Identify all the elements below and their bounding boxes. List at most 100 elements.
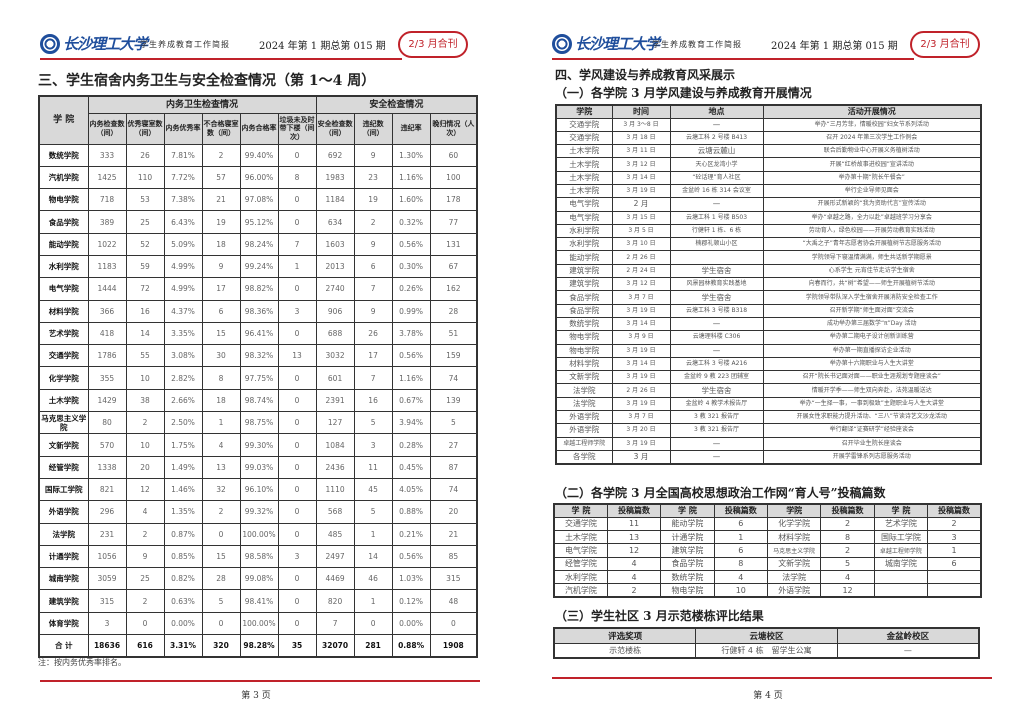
total-cell: 3.31% [163, 634, 203, 658]
table-cell: 国际工学院 [873, 529, 929, 545]
header-divider [552, 58, 914, 60]
table-cell: 金盆岭 4 教学术报告厅 [669, 396, 764, 412]
school-name-cell: 文新学院 [38, 433, 89, 457]
table-row: 土木学院 3 月 11 日云塘云麓山 联合后勤物业中心开展义务植树活动 [555, 144, 982, 159]
subsection-title-submissions: （二）各学院 3 月全国高校思想政治工作网“育人号”投稿篇数 [555, 486, 886, 500]
table-cell: 土木学院 [555, 170, 613, 185]
table-cell: 开展形式新颖的“我为资助代言”宣传活动 [762, 197, 982, 212]
table-cell: 1 [927, 543, 982, 558]
table-cell: 举办第二期电子设计创新训练营 [762, 330, 982, 345]
table-cell: 77 [429, 210, 478, 234]
table-row: 数统学院 3 月 14 日 — 成功举办第三届数学“π”Day 活动 [555, 316, 982, 332]
table-cell: 1.35% [163, 500, 203, 524]
issue-badge: 2/3 月合刊 [398, 31, 468, 58]
table-cell: 3 月 19 日 [611, 396, 671, 412]
table-cell: 1.03% [391, 567, 431, 591]
table-cell: 5.09% [163, 232, 203, 256]
table-cell: 汽机学院 [553, 583, 608, 598]
table-cell: 行健轩 4 栋 留学生公寓 [695, 642, 838, 659]
table-cell: 21 [201, 188, 241, 212]
group-header-safety: 安全检查情况 [315, 95, 478, 114]
table-row: 水利学院 3 月 10 日楠郡礼顿山小区 “大禹之子”青年志愿者协会开展植树节志愿服… [555, 237, 982, 252]
table-cell: 17 [353, 344, 393, 368]
footer-divider [40, 680, 480, 682]
table-cell: 10 [125, 433, 165, 457]
table-cell: 333 [87, 143, 127, 167]
table-cell: 3 月 9 日 [611, 330, 671, 345]
table-cell: 0.67% [391, 388, 431, 413]
table-cell: 2013 [315, 254, 355, 279]
table-cell: 0.28% [391, 433, 431, 457]
table-cell: 联合后勤物业中心开展义务植树活动 [762, 144, 982, 159]
table-cell: 4.99% [163, 277, 203, 301]
table-cell: 楠郡礼顿山小区 [669, 237, 764, 252]
table-cell: 6 [713, 516, 769, 531]
table-row: 交通学院 3 月 18 日云塘工科 2 号楼 B413 召开 2024 年第三次学生… [555, 130, 982, 146]
table-cell: 80 [87, 411, 127, 435]
school-name-cell: 国际工学院 [38, 477, 89, 502]
table-cell: 举行翻译“证赛研学”经验座谈会 [762, 423, 982, 438]
table-cell: 0 [277, 567, 317, 591]
logo-emblem-icon [40, 33, 60, 54]
table-cell: 外语学院 [555, 423, 613, 438]
table-cell: 1 [201, 411, 241, 435]
table-cell: 建筑学院 [660, 543, 715, 558]
table-cell: 110 [125, 165, 165, 190]
table-cell: 云塘工科 1 号楼 B503 [669, 210, 764, 225]
table-cell: 2 月 24 日 [611, 263, 671, 279]
table-cell: 12 [606, 543, 662, 558]
table-cell: 139 [429, 388, 478, 413]
table-cell: 卓越工程师学院 [873, 543, 929, 558]
table-cell: 举办“三月芳菲，情暖校园”妇女节系列活动 [762, 117, 982, 132]
table-row: 土木学院 1429 38 2.66% 18 98.74% 0 2391 16 0.67% 139 [38, 388, 478, 413]
table-cell: 经管学院 [553, 556, 608, 572]
school-name-cell: 水利学院 [38, 254, 89, 279]
table-cell: 3 月 10 日 [611, 237, 671, 252]
table-cell: 马克思主义学院 [766, 543, 822, 558]
column-header: 云塘校区 [695, 627, 838, 644]
table-cell: 3 月 5 日 [611, 223, 671, 239]
school-name-cell: 化学学院 [38, 366, 89, 390]
table-cell: 96.00% [239, 165, 279, 190]
table-cell: 0.99% [391, 299, 431, 323]
table-cell: 电气学院 [555, 210, 613, 225]
table-cell: 1.49% [163, 455, 203, 479]
table-cell: 100.00% [239, 611, 279, 636]
table-cell: — [669, 449, 764, 465]
table-cell [927, 570, 982, 585]
table-cell: 5 [353, 411, 393, 435]
table-cell: 0 [277, 321, 317, 346]
table-cell: 26 [353, 321, 393, 346]
table-cell: 1110 [315, 477, 355, 502]
table-cell: 0.26% [391, 277, 431, 301]
table-row: 物电学院 3 月 9 日云塘理科楼 C306 举办第二期电子设计创新训练营 [555, 330, 982, 345]
table-cell: 14 [125, 321, 165, 346]
table-cell: 485 [315, 522, 355, 546]
table-cell: 3 月 19 日 [611, 436, 671, 451]
table-cell: 99.24% [239, 254, 279, 279]
table-cell: 99.30% [239, 433, 279, 457]
page-header: 长沙理工大学 学生养成教育工作简报 2024 年第 1 期总第 015 期 2/… [552, 30, 992, 62]
bulletin-name: 学生养成教育工作简报 [140, 40, 230, 49]
table-cell: 云塘工科 2 号楼 B413 [669, 130, 764, 146]
table-cell: 3.35% [163, 321, 203, 346]
table-cell: 1.30% [391, 143, 431, 167]
total-cell: 320 [201, 634, 241, 658]
table-cell: 2 [606, 583, 662, 598]
total-cell: 281 [353, 634, 393, 658]
table-row: 经管学院 1338 20 1.49% 13 99.03% 0 2436 11 0.45% 87 [38, 455, 478, 479]
table-cell: 17 [201, 277, 241, 301]
table-row: 能动学院 2 月 26 日 学院领导下寝温情满满，师生共话新学期愿景 [555, 250, 982, 265]
table-row: 外语学院 296 4 1.35% 2 99.32% 0 568 5 0.88% 20 [38, 500, 478, 524]
table-cell: 举办第十六期职业与人生大讲堂 [762, 356, 982, 372]
table-cell: 食品学院 [555, 290, 613, 305]
table-cell: 13 [277, 344, 317, 368]
table-cell: 11 [353, 455, 393, 479]
table-row: 文新学院 570 10 1.75% 4 99.30% 0 1084 3 0.28% 27 [38, 433, 478, 457]
table-cell: 9 [125, 544, 165, 569]
table-cell: 化学学院 [766, 516, 822, 531]
column-header: 内务合格率 [239, 112, 279, 145]
table-cell: 2 [820, 543, 875, 558]
school-name-cell: 计通学院 [38, 544, 89, 569]
